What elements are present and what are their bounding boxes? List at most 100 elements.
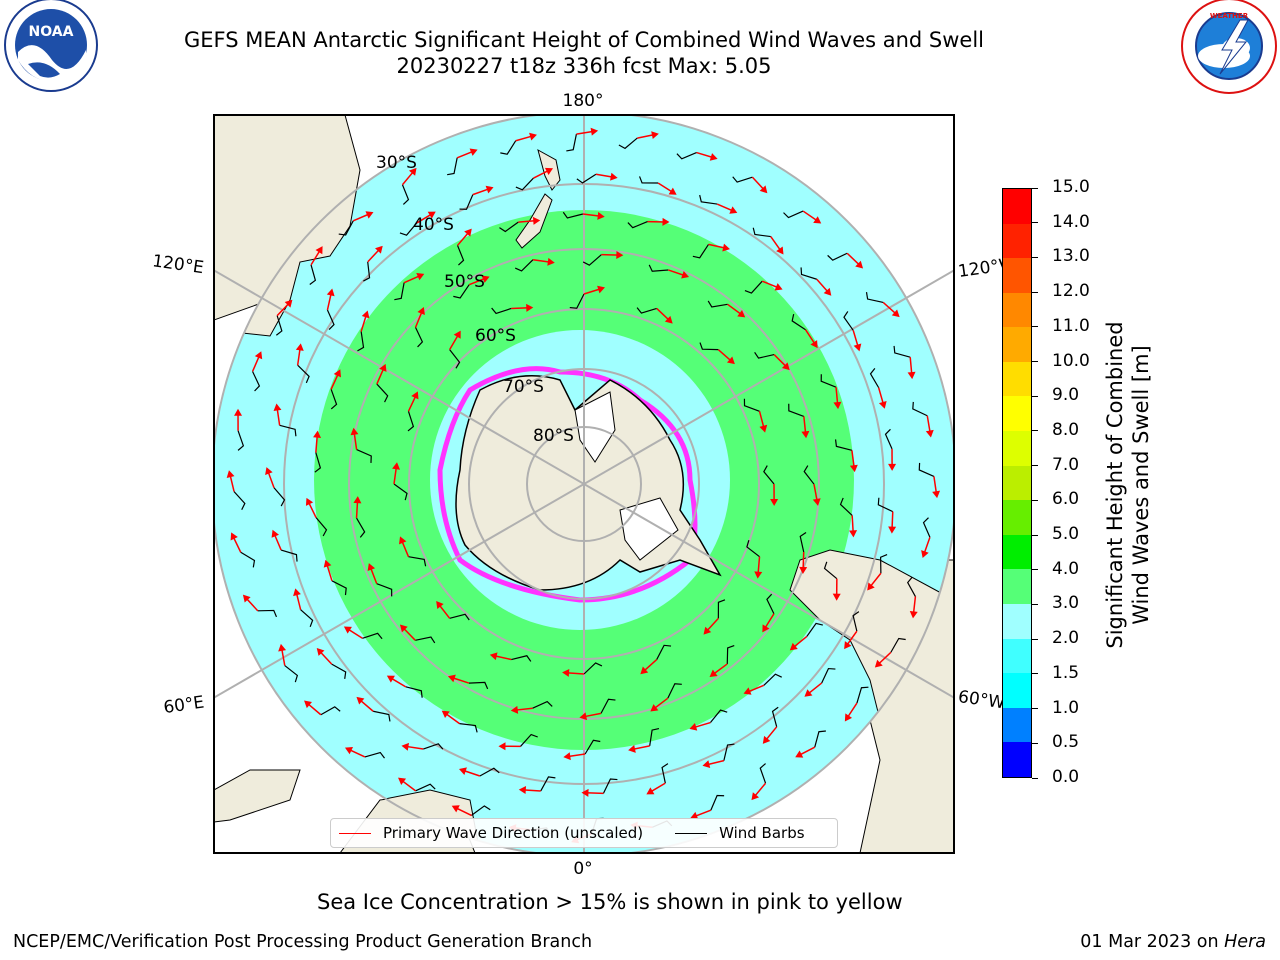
wave-arrowhead — [650, 704, 659, 712]
wave-arrowhead — [386, 675, 395, 683]
wave-arrowhead — [365, 211, 374, 219]
wave-arrowhead — [597, 285, 605, 294]
wind-barb — [569, 293, 585, 309]
wave-arrowhead — [273, 403, 282, 411]
colorbar-segment — [1003, 258, 1031, 293]
wave-arrowhead — [265, 467, 273, 476]
colorbar-segment — [1003, 603, 1031, 639]
wind-barb — [331, 580, 347, 596]
wave-arrowhead — [703, 626, 712, 635]
colorbar-tick — [1032, 638, 1038, 640]
wave-arrow — [802, 551, 805, 570]
wave-arrowhead — [453, 330, 461, 339]
wind-barb — [869, 367, 880, 388]
wave-arrowhead — [751, 792, 760, 801]
wave-arrowhead — [774, 283, 783, 291]
wave-arrowhead — [844, 713, 853, 722]
wave-arrowhead — [392, 462, 401, 470]
wave-arrowhead — [313, 430, 322, 438]
legend-item-wind-barbs: Wind Barbs — [675, 824, 805, 842]
lon-label-60w: 60°W — [957, 687, 1006, 713]
wave-arrowhead — [532, 216, 541, 225]
wave-arrowhead — [909, 610, 918, 619]
wave-arrow — [407, 394, 417, 412]
wave-arrow — [693, 809, 712, 818]
wave-arrowhead — [849, 464, 858, 473]
colorbar-tick-label: 2.0 — [1052, 628, 1080, 649]
wind-barb — [821, 667, 836, 684]
wave-arrow — [416, 213, 433, 224]
wave-arrowhead — [651, 131, 659, 140]
wave-arrowhead — [640, 666, 649, 675]
wave-arrowhead — [832, 593, 841, 601]
wave-arrow — [405, 745, 424, 750]
wind-barb — [583, 662, 603, 675]
wave-arrowhead — [762, 735, 771, 744]
colorbar-segment — [1003, 500, 1031, 535]
wind-barb — [602, 778, 618, 794]
wind-barb — [746, 540, 760, 558]
map-frame — [213, 114, 955, 854]
wave-arrowhead — [562, 668, 570, 677]
wave-arrowhead — [399, 624, 408, 633]
colorbar-tick — [1032, 465, 1038, 467]
wind-barb — [771, 706, 779, 727]
lat-label-30s: 30°S — [376, 153, 417, 173]
wind-barb — [453, 284, 470, 299]
wave-arrowhead — [518, 786, 527, 795]
colorbar-tick-label: 10.0 — [1052, 350, 1090, 371]
wind-barb — [763, 465, 775, 485]
colorbar-tick-label: 1.0 — [1052, 697, 1080, 718]
wave-arrowhead — [810, 340, 818, 349]
wave-arrow — [926, 415, 932, 434]
wind-barb — [723, 743, 735, 761]
colorbar-tick — [1032, 326, 1038, 328]
wind-barbs — [233, 133, 935, 835]
wave-arrow — [352, 213, 371, 222]
wave-arrowhead — [610, 172, 618, 181]
wave-arrowhead — [844, 641, 852, 650]
colorbar-segment — [1003, 465, 1031, 501]
wave-arrowhead — [759, 185, 768, 194]
colorbar-tick — [1032, 291, 1038, 293]
wave-arrowhead — [888, 526, 897, 534]
wave-arrowhead — [295, 343, 304, 351]
wave-arrowhead — [416, 272, 425, 281]
wave-arrowhead — [399, 536, 407, 545]
wind-barb — [393, 483, 408, 501]
colorbar-label-line2: Wind Waves and Swell [m] — [1129, 345, 1153, 625]
colorbar-tick — [1032, 222, 1038, 224]
wind-barb — [759, 763, 767, 784]
wind-barb — [363, 261, 371, 282]
wave-arrow — [360, 314, 368, 332]
wind-barb — [240, 551, 256, 568]
wave-arrowhead — [581, 788, 589, 797]
wind-barb — [744, 280, 763, 294]
wind-barb — [699, 342, 719, 351]
map-legend: Primary Wave Direction (unscaled) Wind B… — [330, 818, 838, 848]
wind-barb — [315, 517, 328, 537]
wind-barb — [754, 351, 775, 359]
wave-arrowhead — [855, 260, 864, 269]
wind-barb — [906, 576, 916, 597]
wind-barb — [562, 211, 584, 219]
wind-barb — [843, 311, 854, 331]
wind-barb — [814, 730, 826, 748]
wave-arrowhead — [547, 257, 555, 266]
wave-arrowhead — [801, 430, 810, 439]
wave-arrow — [761, 280, 780, 289]
wave-arrowhead — [781, 362, 790, 371]
wave-arrowhead — [690, 811, 699, 820]
wave-arrowhead — [804, 689, 813, 697]
wind-barb — [449, 613, 470, 621]
lat-label-60s: 60°S — [475, 326, 516, 346]
wind-barb — [331, 663, 347, 679]
wave-arrowhead — [544, 167, 553, 175]
wave-arrow — [533, 169, 550, 179]
wave-arrowhead — [401, 742, 409, 751]
wave-arrowhead — [709, 669, 718, 677]
wind-barb — [732, 176, 753, 183]
wave-arrow — [245, 597, 259, 612]
colorbar-tick — [1032, 395, 1038, 397]
wind-barb — [827, 252, 848, 261]
